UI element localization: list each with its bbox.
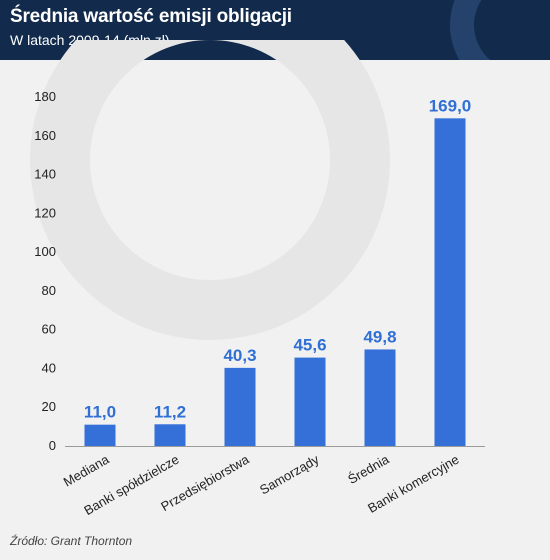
y-tick-label: 0 xyxy=(49,438,56,453)
watermark-logo xyxy=(30,40,390,340)
x-tick-label: Samorządy xyxy=(257,451,322,497)
y-tick-label: 80 xyxy=(42,283,56,298)
y-tick-label: 40 xyxy=(42,360,56,375)
y-tick-label: 20 xyxy=(42,399,56,414)
data-label: 40,3 xyxy=(223,346,256,365)
data-label: 169,0 xyxy=(429,96,472,115)
bar xyxy=(364,349,396,446)
y-tick-label: 140 xyxy=(34,167,56,182)
chart-title: Średnia wartość emisji obligacji xyxy=(10,6,292,27)
brand-logo-mark xyxy=(450,0,550,60)
y-tick-label: 100 xyxy=(34,244,56,259)
y-tick-label: 160 xyxy=(34,128,56,143)
bar xyxy=(84,424,116,446)
y-tick-label: 120 xyxy=(34,205,56,220)
bar xyxy=(224,367,256,446)
bar xyxy=(434,118,466,447)
source-note: Źródło: Grant Thornton xyxy=(10,534,133,548)
bar xyxy=(294,357,326,446)
data-label: 11,0 xyxy=(84,403,116,422)
data-label: 45,6 xyxy=(293,336,326,355)
x-tick-label: Mediana xyxy=(61,451,112,489)
bar-chart: 02040608010012014016018011,0Mediana11,2B… xyxy=(34,89,485,518)
data-label: 11,2 xyxy=(154,402,186,421)
x-tick-label: Średnia xyxy=(345,451,392,487)
y-tick-label: 180 xyxy=(34,89,56,104)
bar xyxy=(154,424,186,446)
y-tick-label: 60 xyxy=(42,322,56,337)
data-label: 49,8 xyxy=(363,327,396,346)
